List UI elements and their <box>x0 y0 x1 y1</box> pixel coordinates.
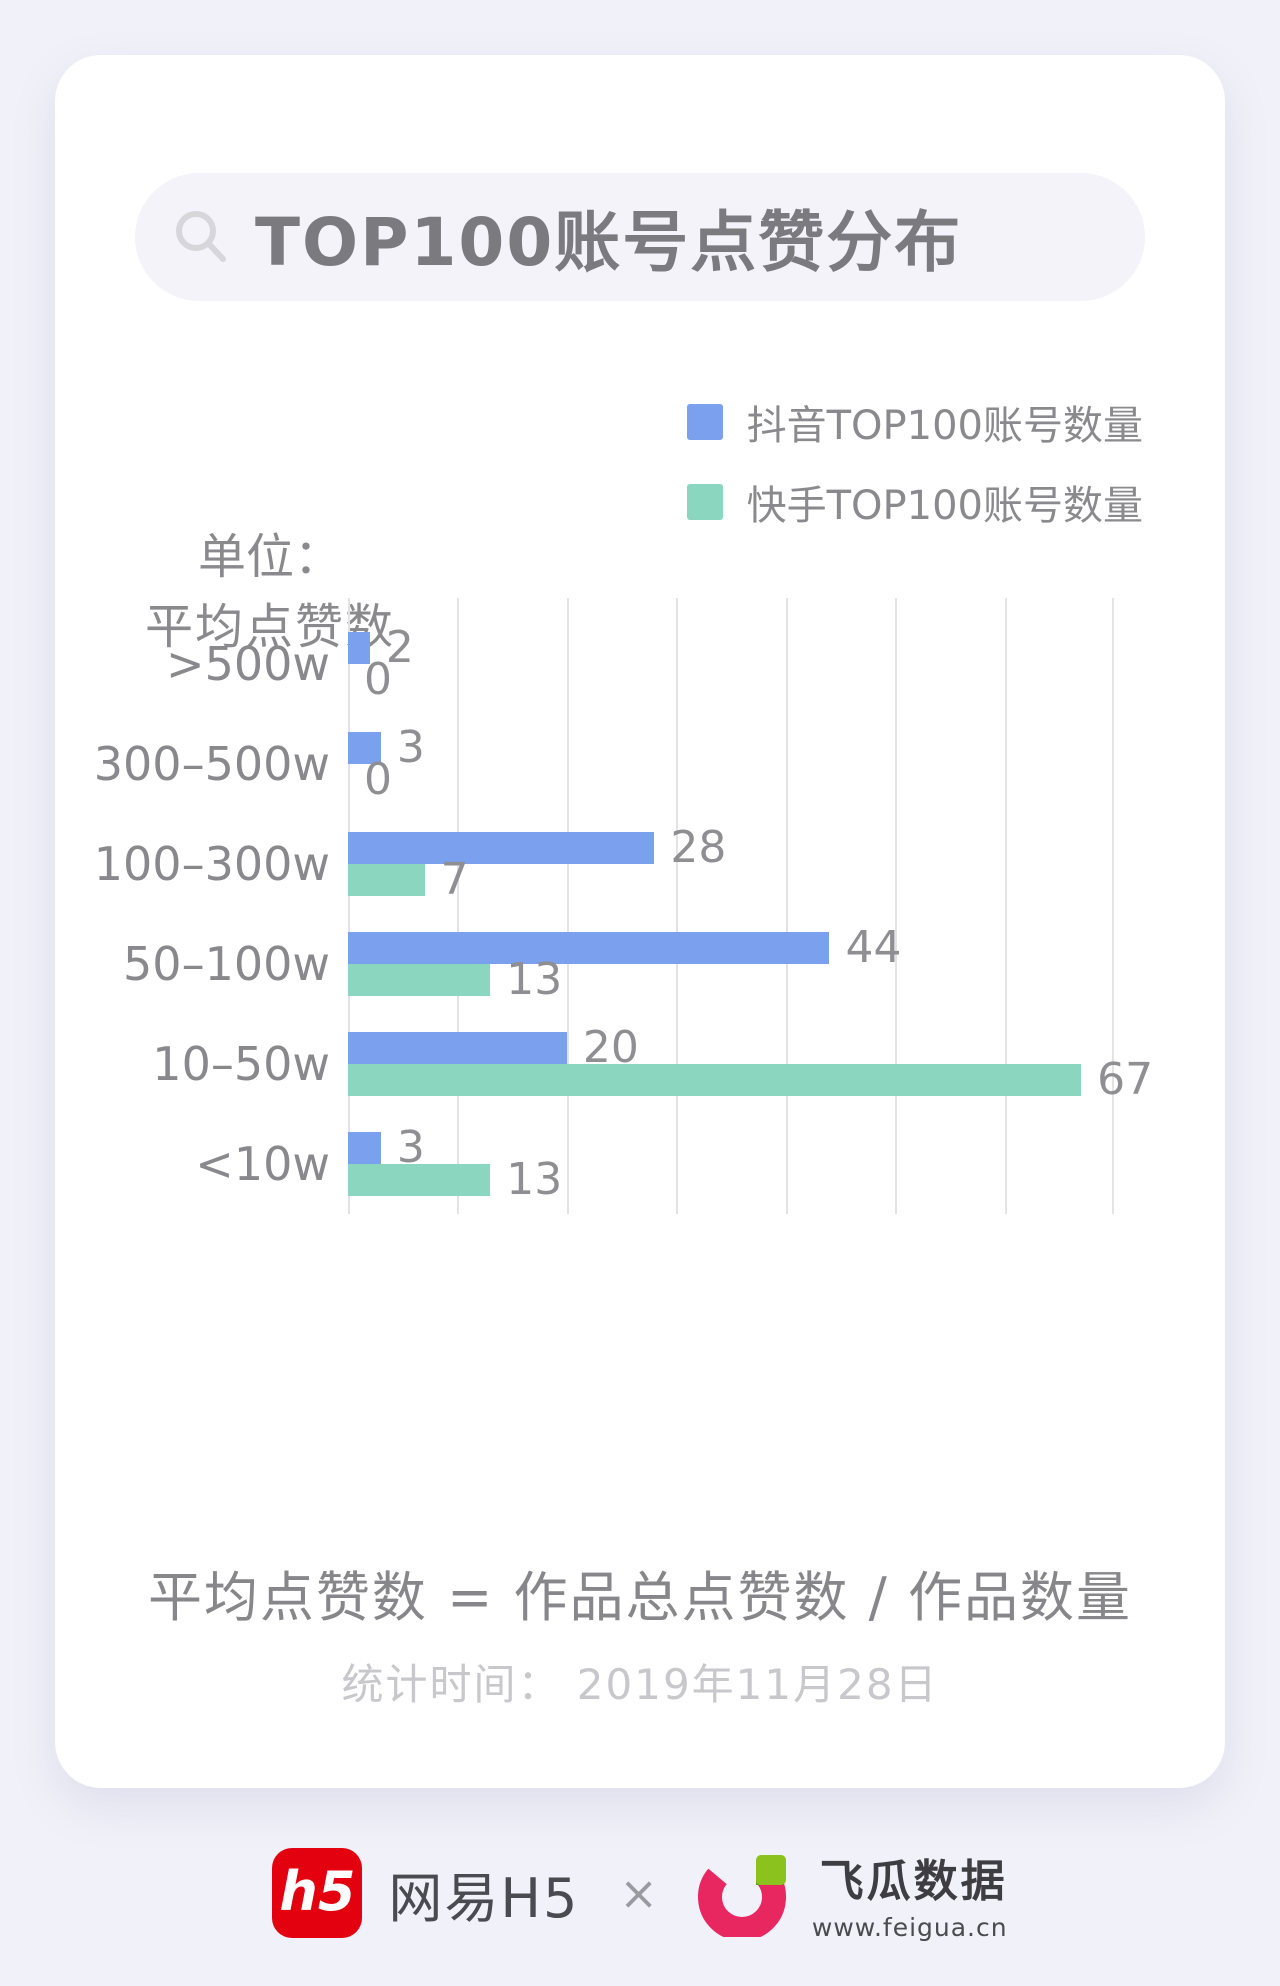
feigua-label: 飞瓜数据 <box>819 1855 1008 1907</box>
gridline <box>348 598 350 1214</box>
kuaishou-value-label: 0 <box>364 654 392 705</box>
douyin-bar <box>348 632 370 664</box>
gridline <box>1112 598 1114 1214</box>
kuaishou-legend-swatch <box>686 484 723 520</box>
douyin-bar <box>348 1132 381 1164</box>
bar-chart: 2 0 3 0 28 7 44 13 20 67 3 13 >500w 300–500w 100–300w… <box>55 598 1225 1214</box>
douyin-bar <box>348 932 830 964</box>
kuaishou-bar <box>348 1064 1082 1096</box>
netease-label: 网易H5 <box>388 1866 580 1930</box>
unit-prefix: 单位： <box>197 529 342 585</box>
axis-unit-label: 单位： 平均点赞数 <box>135 533 405 651</box>
title-search-bar[interactable]: TOP100账号点赞分布 <box>135 173 1145 301</box>
gridline <box>566 598 569 1214</box>
page-title: TOP100账号点赞分布 <box>255 204 963 281</box>
category-label: >500w <box>166 637 330 691</box>
feigua-text-block: 飞瓜数据 www.feigua.cn <box>812 1845 1008 1942</box>
gridline <box>895 598 898 1214</box>
douyin-value-label: 2 <box>385 622 414 673</box>
cross-separator-icon: × <box>619 1866 658 1920</box>
kuaishou-legend-label: 快手TOP100账号数量 <box>746 483 1143 529</box>
netease-h5-logo: h5 <box>272 1848 363 1938</box>
douyin-bar <box>348 1032 567 1064</box>
douyin-value-label: 44 <box>845 922 902 973</box>
formula-note: 平均点赞数 = 作品总点赞数 / 作品数量 <box>147 1566 1133 1629</box>
kuaishou-value-label: 7 <box>440 854 469 905</box>
kuaishou-bar <box>348 1164 491 1196</box>
douyin-value-label: 3 <box>396 1122 425 1173</box>
douyin-bar <box>348 732 381 764</box>
kuaishou-bar <box>348 964 491 996</box>
netease-h5-logo-text: h5 <box>279 1859 356 1923</box>
kuaishou-value-label: 13 <box>506 1154 563 1205</box>
legend-item-kuaishou: 快手TOP100账号数量 <box>686 473 1143 531</box>
gridline <box>1004 598 1007 1214</box>
gridline <box>457 598 460 1214</box>
douyin-legend-label: 抖音TOP100账号数量 <box>746 403 1143 449</box>
chart-legend: 抖音TOP100账号数量 快手TOP100账号数量 <box>686 393 1143 531</box>
douyin-bar <box>348 832 655 864</box>
category-label: 300–500w <box>93 737 330 791</box>
douyin-value-label: 3 <box>396 722 425 773</box>
gridline <box>785 598 788 1214</box>
douyin-legend-swatch <box>686 404 723 440</box>
douyin-value-label: 28 <box>670 822 727 873</box>
search-icon <box>176 211 226 262</box>
category-label: 10–50w <box>152 1037 330 1091</box>
plot-area: 2 0 3 0 28 7 44 13 20 67 3 13 <box>348 598 1153 1214</box>
feigua-url: www.feigua.cn <box>811 1912 1008 1942</box>
infographic-card: TOP100账号点赞分布 抖音TOP100账号数量 快手TOP100账号数量 单… <box>55 55 1225 1788</box>
category-label: <10w <box>195 1137 330 1191</box>
kuaishou-value-label: 67 <box>1097 1054 1154 1105</box>
kuaishou-value-label: 13 <box>506 954 563 1005</box>
stat-time-note: 统计时间： 2019年11月28日 <box>341 1660 939 1709</box>
douyin-value-label: 20 <box>582 1022 639 1073</box>
feigua-logo <box>697 1855 786 1937</box>
kuaishou-value-label: 0 <box>364 754 392 805</box>
footer-logos: h5 网易H5 × 飞瓜数据 www.feigua.cn <box>0 1838 1280 1948</box>
category-label: 50–100w <box>123 937 330 991</box>
category-label: 100–300w <box>93 837 330 891</box>
legend-item-douyin: 抖音TOP100账号数量 <box>686 393 1143 451</box>
gridline <box>676 598 679 1214</box>
kuaishou-bar <box>348 864 425 896</box>
